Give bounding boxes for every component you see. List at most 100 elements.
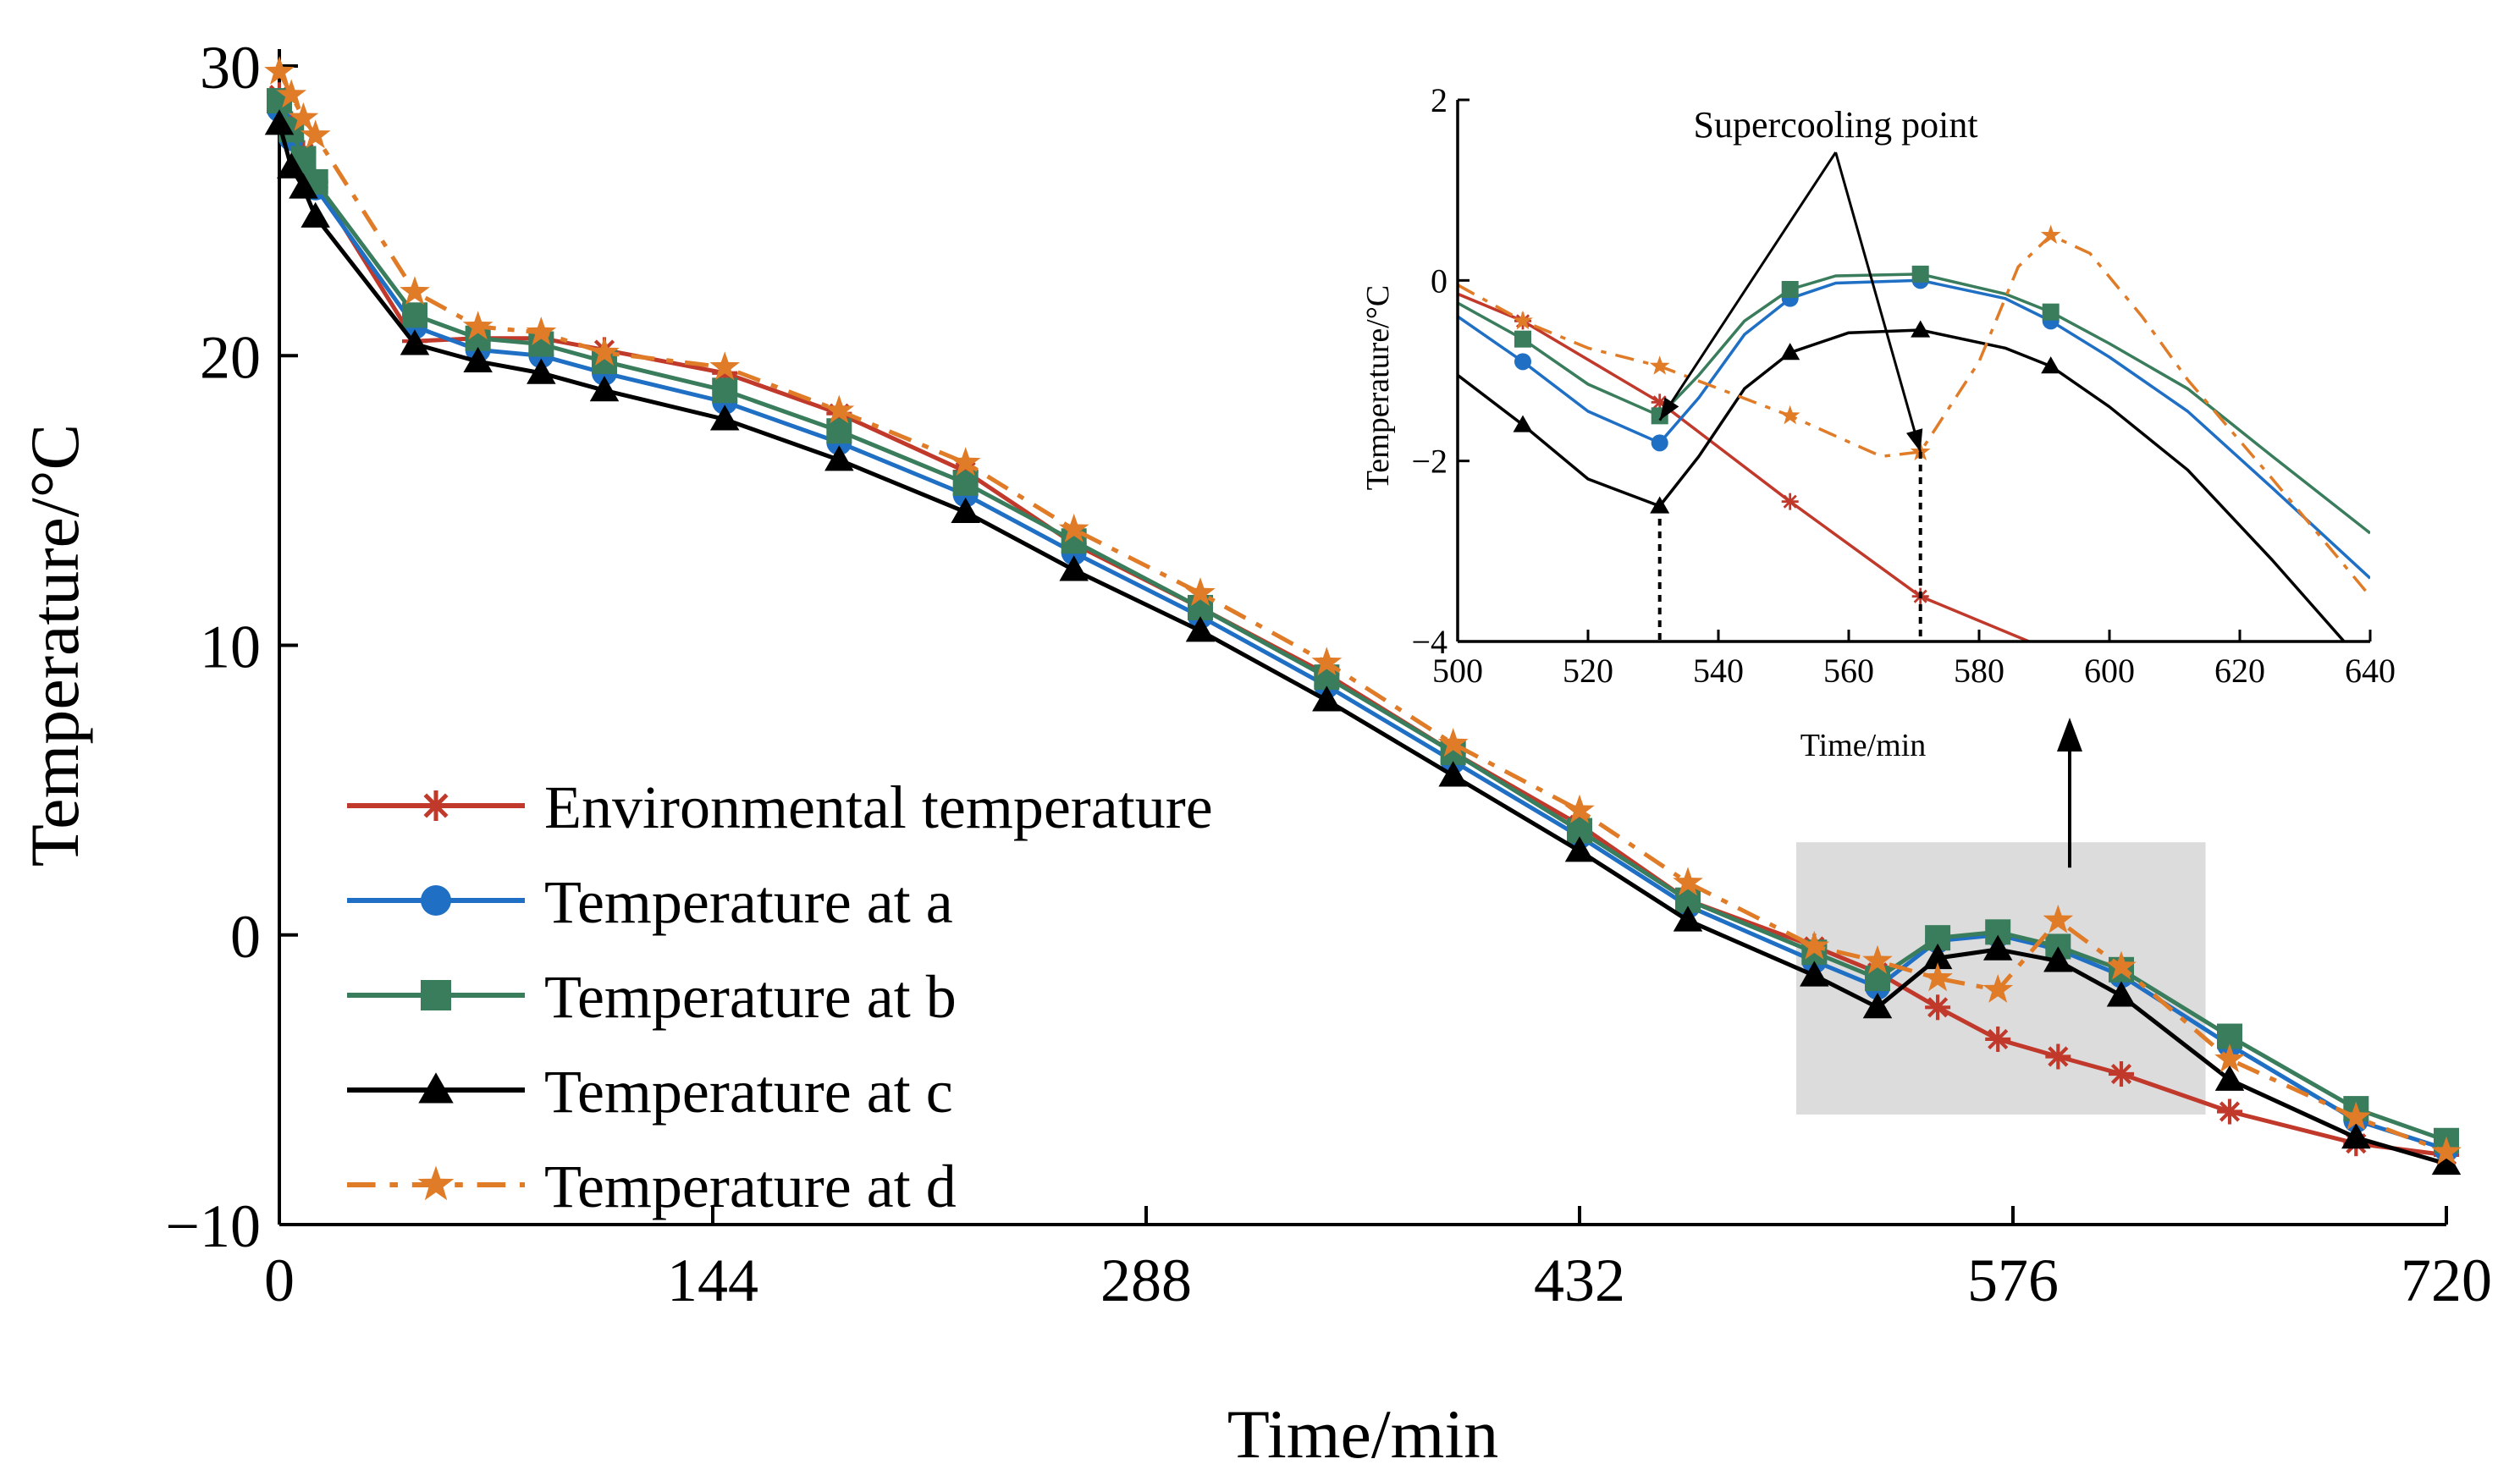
y-tick-label: 30 bbox=[200, 34, 261, 102]
supercooling-arrow-head bbox=[1659, 397, 1679, 421]
legend-marker-c bbox=[418, 1072, 454, 1104]
data-point-c bbox=[1438, 761, 1468, 787]
inset-line-a bbox=[1458, 278, 2370, 580]
data-point-c bbox=[276, 152, 306, 179]
legend-item-a: Temperature at a bbox=[347, 868, 953, 936]
data-point-c bbox=[2341, 1123, 2371, 1149]
inset-point-env bbox=[1781, 493, 1799, 510]
data-point-d bbox=[709, 351, 741, 381]
data-point-c bbox=[527, 358, 556, 384]
data-point-c bbox=[301, 201, 330, 228]
inset-plot: Supercooling point 500 520 540 560 580 600 620 6… bbox=[1360, 81, 2396, 763]
series-b bbox=[267, 88, 2459, 1153]
data-point-c bbox=[1800, 961, 1829, 987]
y-tick-label: 20 bbox=[200, 323, 261, 391]
supercooling-arrow-head bbox=[1906, 428, 1923, 452]
main-plot: 0 144 288 432 576 720−100102030Time/minTemper… bbox=[16, 34, 2492, 1473]
inset-point-b bbox=[1911, 265, 1929, 283]
data-point-c bbox=[589, 376, 620, 402]
data-point-c bbox=[1982, 934, 2013, 961]
inset-x-tick-label: 560 bbox=[1823, 652, 1874, 690]
inset-arrow-head bbox=[2057, 718, 2082, 752]
x-tick-label: 144 bbox=[667, 1247, 758, 1314]
inset-point-b bbox=[1781, 281, 1799, 298]
legend-label-d: Temperature at d bbox=[544, 1153, 957, 1220]
data-point-d bbox=[950, 447, 981, 476]
y-tick-label: 10 bbox=[200, 614, 261, 681]
y-axis-label: Temperature/°C bbox=[16, 424, 93, 867]
data-point-d bbox=[1437, 728, 1469, 757]
legend: Environmental temperature Temperature at … bbox=[347, 774, 1213, 1220]
x-tick-label: 576 bbox=[1967, 1247, 2059, 1314]
data-point-c bbox=[709, 405, 740, 431]
data-point-c bbox=[2106, 981, 2137, 1007]
data-point-env bbox=[1925, 994, 1951, 1021]
data-point-c bbox=[1059, 555, 1089, 581]
data-point-c bbox=[951, 497, 980, 524]
data-point-d bbox=[264, 56, 295, 85]
data-point-d bbox=[2106, 950, 2137, 980]
data-point-d bbox=[1311, 647, 1343, 676]
data-point-d bbox=[1982, 974, 2014, 1003]
inset-line-c bbox=[1458, 328, 2346, 641]
inset-point-a bbox=[1514, 353, 1531, 371]
inset-x-axis-label: Time/min bbox=[1800, 728, 1927, 763]
legend-marker-env bbox=[421, 790, 451, 821]
data-point-d bbox=[1799, 930, 1830, 960]
inset-point-b bbox=[2042, 303, 2060, 321]
data-point-c bbox=[2431, 1148, 2462, 1175]
data-point-d bbox=[1862, 944, 1893, 974]
data-point-d bbox=[589, 337, 620, 366]
data-point-d bbox=[1922, 962, 1953, 992]
data-point-d bbox=[400, 276, 430, 306]
legend-label-env: Environmental temperature bbox=[544, 774, 1213, 841]
data-point-d bbox=[526, 317, 557, 345]
data-point-env bbox=[2045, 1043, 2071, 1070]
inset-x-tick-label: 580 bbox=[1954, 652, 2004, 690]
data-point-c bbox=[1922, 943, 1953, 970]
data-point-c bbox=[289, 173, 318, 199]
inset-point-d bbox=[1513, 310, 1533, 330]
series-c bbox=[264, 109, 2462, 1175]
inset-x-tick-label: 640 bbox=[2345, 652, 2396, 690]
inset-point-env bbox=[2043, 642, 2060, 659]
data-point-c bbox=[1312, 685, 1342, 712]
data-point-b bbox=[712, 377, 738, 404]
supercooling-arrow bbox=[1834, 151, 1922, 453]
inset-y-axis-label: Temperature/°C bbox=[1360, 285, 1396, 491]
inset-x-tick-label: 500 bbox=[1432, 652, 1483, 690]
inset-line-env bbox=[1458, 292, 2033, 641]
data-point-c bbox=[463, 346, 493, 373]
inset-y-tick-label: 0 bbox=[1431, 262, 1447, 300]
data-point-env bbox=[1985, 1026, 2011, 1052]
x-axis-label: Time/min bbox=[1227, 1396, 1499, 1473]
legend-label-b: Temperature at b bbox=[544, 963, 957, 1031]
data-point-c bbox=[2043, 946, 2073, 972]
inset-point-c bbox=[1513, 415, 1533, 432]
legend-label-a: Temperature at a bbox=[544, 868, 953, 936]
legend-item-env: Environmental temperature bbox=[347, 774, 1213, 841]
inset-point-c bbox=[1780, 343, 1800, 361]
inset-y-tick-label: −2 bbox=[1411, 443, 1447, 481]
data-point-c bbox=[1564, 836, 1595, 862]
x-tick-label: 288 bbox=[1100, 1247, 1192, 1314]
supercooling-arrow bbox=[1658, 151, 1837, 421]
inset-series-c bbox=[1458, 320, 2346, 641]
inset-line-b bbox=[1458, 273, 2370, 535]
data-point-d bbox=[462, 311, 494, 340]
data-point-d bbox=[2214, 1043, 2245, 1073]
inset-y-tick-label: −4 bbox=[1411, 623, 1447, 661]
x-tick-label: 432 bbox=[1534, 1247, 1625, 1314]
inset-point-c bbox=[1650, 496, 1670, 514]
x-tick-label: 0 bbox=[264, 1247, 295, 1314]
data-point-d bbox=[2431, 1136, 2462, 1165]
data-point-c bbox=[1862, 993, 1893, 1019]
inset-x-tick-label: 620 bbox=[2214, 652, 2265, 690]
data-point-d bbox=[276, 79, 307, 108]
y-tick-label: 0 bbox=[230, 903, 261, 971]
data-point-d bbox=[1058, 513, 1089, 542]
inset-x-tick-label: 520 bbox=[1563, 652, 1613, 690]
data-point-d bbox=[300, 119, 331, 149]
data-point-b bbox=[1865, 966, 1890, 992]
